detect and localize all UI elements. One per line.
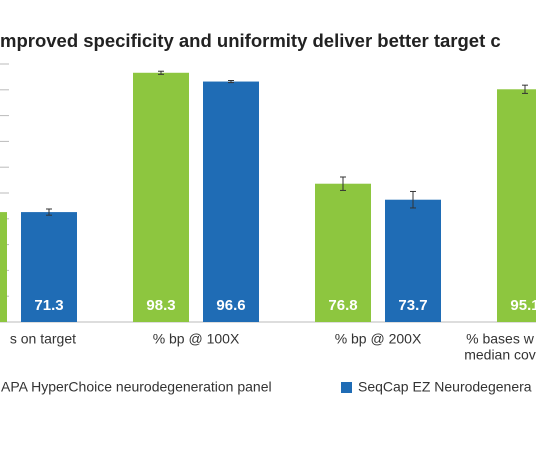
x-tick-label: % bp @ 100X [153, 331, 240, 347]
error-bar [46, 208, 52, 216]
x-tick-label: median cov [464, 347, 536, 363]
bar [315, 183, 371, 322]
value-label: 73.7 [398, 297, 427, 314]
value-label: 98.3 [146, 297, 175, 314]
error-bar [158, 70, 164, 75]
error-bar [522, 84, 528, 94]
bar [203, 81, 259, 322]
value-label: 96.6 [216, 297, 245, 314]
bar [133, 72, 189, 322]
x-tick-label: % bp @ 200X [335, 331, 422, 347]
x-tick-label: % bases w [466, 331, 535, 347]
value-label: 71.3 [34, 297, 63, 314]
chart-title: mproved specificity and uniformity deliv… [0, 30, 501, 51]
error-bar [410, 190, 416, 209]
bar [497, 89, 536, 322]
value-label: 95.1 [510, 297, 536, 314]
bar [21, 212, 77, 322]
legend-label: APA HyperChoice neurodegeneration panel [1, 379, 272, 395]
error-bar [228, 80, 234, 84]
bar [385, 199, 441, 322]
value-label: 76.8 [328, 297, 357, 314]
error-bar [340, 176, 346, 191]
x-tick-label: s on target [10, 331, 76, 347]
legend-label: SeqCap EZ Neurodegenera [358, 379, 532, 395]
legend-swatch [341, 382, 352, 393]
bar [0, 212, 7, 322]
